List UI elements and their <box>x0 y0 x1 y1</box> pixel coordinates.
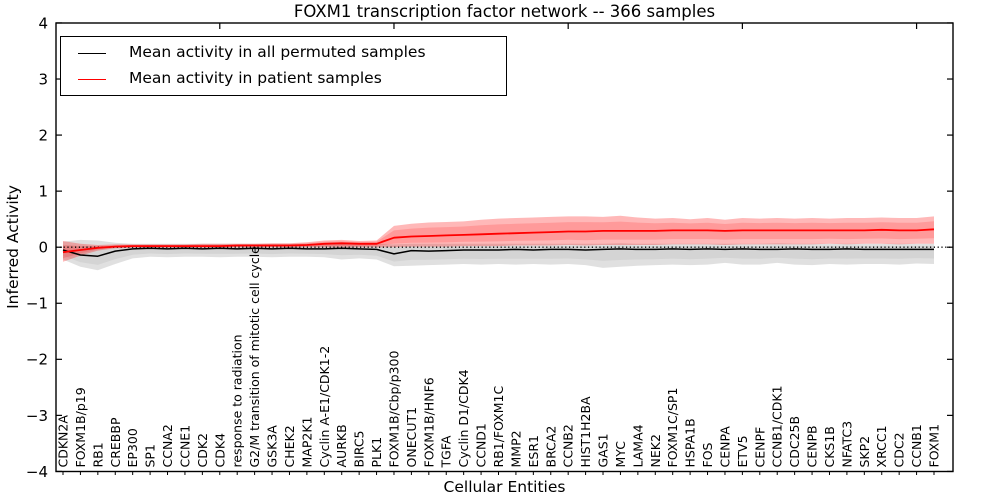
x-category-label: TGFA <box>439 435 454 468</box>
x-category-labels: CDKN2A FOXM1B/p19 RB1 CREBBP EP300 SP1 CCNA2 CC… <box>56 246 942 469</box>
legend-label-patient: Mean activity in patient samples <box>129 69 382 88</box>
x-category-label: CKS1B <box>822 426 837 467</box>
x-ticks <box>62 23 935 475</box>
x-category-label: RB1 <box>90 442 105 467</box>
x-axis-title: Cellular Entities <box>443 478 566 496</box>
x-category-label: EP300 <box>125 428 140 467</box>
x-category-label: AURKB <box>334 424 349 467</box>
x-category-label: CCNE1 <box>177 425 192 468</box>
x-category-label: FOXM1 <box>927 424 942 468</box>
x-category-label: FOXM1B/Cbp/p300 <box>386 351 401 468</box>
x-category-label: response to radiation <box>230 334 245 467</box>
x-category-label: NEK2 <box>648 434 663 467</box>
x-category-label: CDK2 <box>195 433 210 468</box>
legend-label-permuted: Mean activity in all permuted samples <box>129 43 426 62</box>
x-category-label: NFATC3 <box>839 421 854 468</box>
x-category-label: MMP2 <box>508 430 523 467</box>
legend: Mean activity in all permuted samples Me… <box>60 36 507 96</box>
x-category-label: GAS1 <box>596 433 611 467</box>
x-category-label: ETV5 <box>735 435 750 467</box>
legend-item-patient: Mean activity in patient samples <box>61 66 506 92</box>
x-category-label: FOS <box>700 442 715 467</box>
x-category-label: FOXM1B/HNF6 <box>421 377 436 467</box>
x-category-label: MYC <box>613 441 628 468</box>
y-tick-label: 3 <box>38 70 48 88</box>
x-category-label: CDKN2A <box>56 415 71 468</box>
chart-title: FOXM1 transcription factor network -- 36… <box>293 2 716 21</box>
x-category-label: CCNB1/CDK1 <box>770 385 785 467</box>
x-category-label: XRCC1 <box>874 425 889 467</box>
x-category-label: CHEK2 <box>282 425 297 467</box>
x-category-label: HSPA1B <box>683 418 698 467</box>
permuted-mean-line <box>62 247 934 257</box>
x-category-label: SKP2 <box>857 436 872 468</box>
x-category-label: HIST1H2BA <box>578 396 593 468</box>
y-tick-label: −4 <box>26 463 48 481</box>
patient-line-swatch <box>78 78 106 80</box>
x-category-label: MAP2K1 <box>299 417 314 468</box>
y-tick-label: 1 <box>38 183 48 201</box>
x-category-label: SP1 <box>143 444 158 467</box>
y-tick-label: −1 <box>26 295 48 313</box>
x-category-label: CENPA <box>717 426 732 468</box>
x-category-label: ONECUT1 <box>404 407 419 468</box>
x-category-label: BRCA2 <box>543 426 558 468</box>
x-category-label: CCND1 <box>474 423 489 467</box>
x-category-label: RB1/FOXM1C <box>491 386 506 468</box>
x-category-label: CENPB <box>805 425 820 467</box>
x-category-label: Cyclin D1/CDK4 <box>456 369 471 467</box>
y-tick-label: 2 <box>38 126 48 144</box>
x-category-label: FOXM1B/p19 <box>73 387 88 467</box>
x-category-label: Cyclin A-E1/CDK1-2 <box>317 346 332 468</box>
x-category-label: PLK1 <box>369 437 384 468</box>
x-category-label: CCNA2 <box>160 424 175 467</box>
legend-item-permuted: Mean activity in all permuted samples <box>61 40 506 66</box>
x-category-label: CCNB1 <box>909 424 924 467</box>
x-category-label: FOXM1C/SP1 <box>665 388 680 468</box>
permuted-line-swatch <box>78 52 106 54</box>
y-tick-label: 0 <box>38 239 48 257</box>
patient-band-outer <box>63 215 934 262</box>
x-category-label: CDC2 <box>892 432 907 467</box>
x-category-label: CCNB2 <box>561 424 576 467</box>
x-category-label: CREBBP <box>108 417 123 467</box>
y-tick-label: 4 <box>38 14 48 32</box>
y-axis-title: Inferred Activity <box>4 185 22 309</box>
x-category-label: GSK3A <box>265 425 280 468</box>
y-tick-label: −3 <box>26 407 48 425</box>
x-category-label: CENPF <box>752 427 767 468</box>
y-tick-labels: 4 3 2 1 0 −1 −2 −3 −4 <box>26 14 48 480</box>
x-category-label: BIRC5 <box>352 430 367 467</box>
patient-mean-line <box>62 228 935 254</box>
y-tick-label: −2 <box>26 351 48 369</box>
x-category-label: LAMA4 <box>630 424 645 467</box>
x-category-label: ESR1 <box>526 435 541 467</box>
x-category-label: CDK4 <box>212 433 227 468</box>
x-category-label: CDC25B <box>787 416 802 468</box>
x-category-label: G2/M transition of mitotic cell cycle <box>247 246 262 468</box>
